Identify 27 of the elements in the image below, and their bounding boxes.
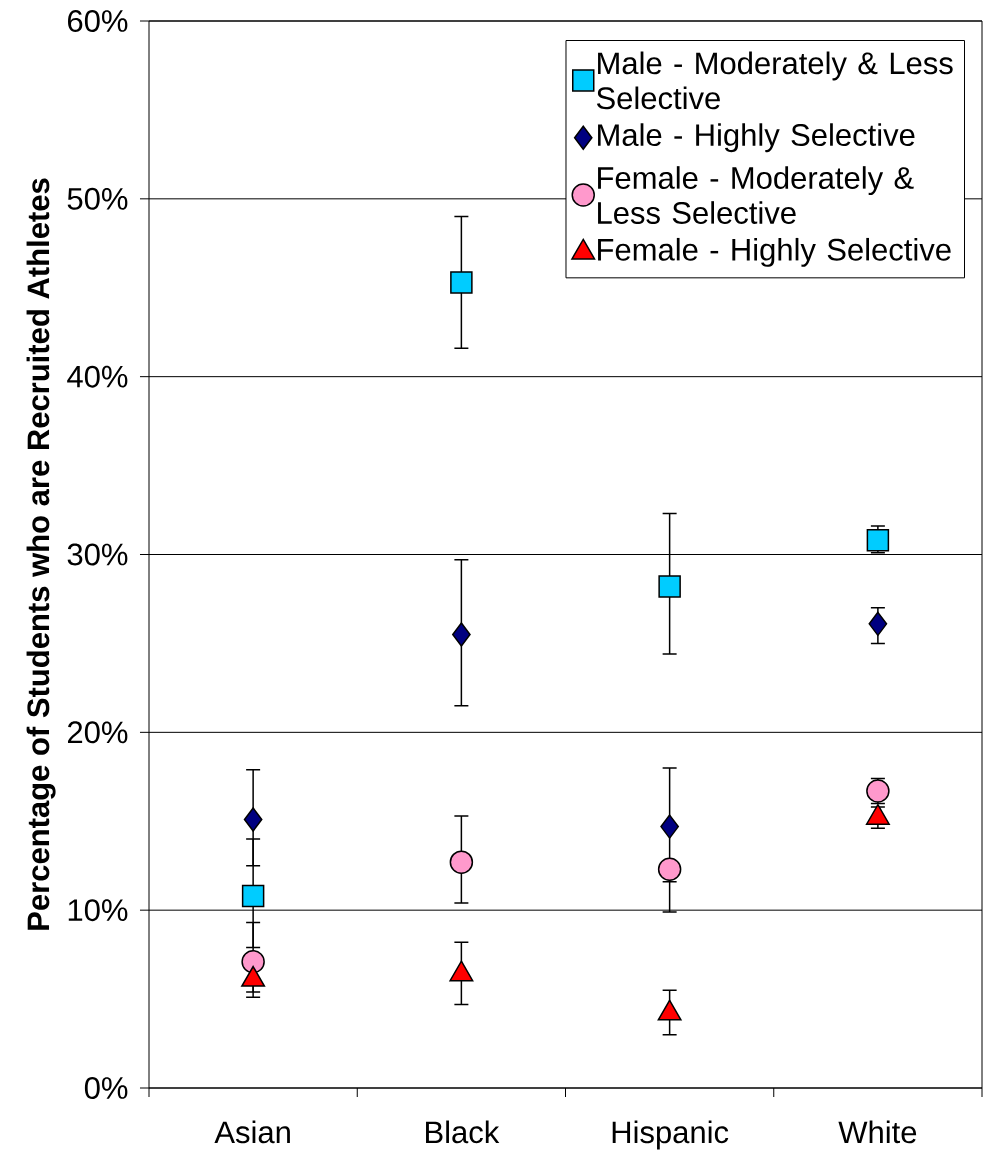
y-tick-label: 20% [67, 721, 128, 744]
y-tick-label: 30% [67, 543, 128, 566]
y-tick-label: 40% [67, 365, 128, 388]
y-tick-label: 0% [84, 1077, 128, 1099]
x-tick-label: Hispanic [612, 1120, 729, 1150]
point [868, 611, 888, 637]
point [660, 814, 679, 839]
x-tick-label: White [838, 1120, 917, 1144]
point [450, 271, 473, 294]
y-tick-label: 60% [68, 10, 128, 32]
legend-label: Male - Highly Selective [598, 123, 915, 153]
y-axis-title: Percentage of Students who are Recruited Athletes [26, 178, 56, 930]
point [243, 807, 263, 832]
legend-label: Male - Moderately & Less Selective [596, 51, 953, 110]
point [449, 850, 474, 874]
y-tick-label: 10% [68, 899, 128, 922]
point [657, 857, 682, 882]
legend-label: Female - Highly Selective [598, 237, 951, 267]
y-tick-label: 50% [67, 187, 128, 210]
point [658, 575, 681, 598]
point [241, 884, 265, 908]
point [241, 949, 265, 974]
legend-label: Female - Moderately & Less Selective [598, 166, 914, 224]
x-tick-label: Asian [214, 1120, 290, 1144]
point [866, 779, 890, 803]
point [452, 622, 471, 647]
x-tick-label: Black [426, 1120, 500, 1144]
